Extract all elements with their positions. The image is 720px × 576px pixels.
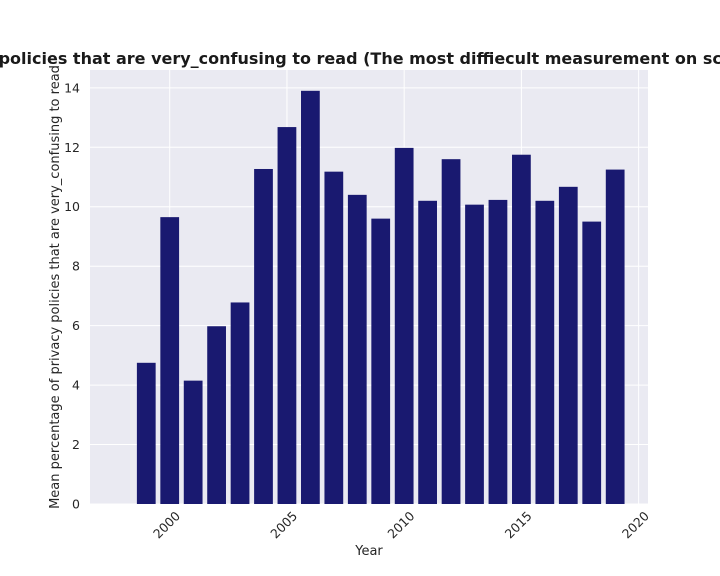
bar-2015 [512,154,531,504]
bar-2013 [465,204,484,504]
bar-2008 [347,194,367,505]
bar-2006 [301,90,320,504]
chart-title: Mean percentage of privacy policies that… [0,49,720,68]
y-tick-label: 2 [72,437,80,452]
bar-2012 [441,159,461,504]
bar-2011 [418,200,437,504]
bar-1999 [136,362,156,504]
y-tick-label: 0 [72,497,80,512]
bar-2001 [183,380,203,504]
y-tick-label: 8 [72,259,80,274]
y-tick-label: 14 [64,80,80,95]
bar-2000 [160,217,180,504]
bar-2018 [582,221,602,505]
bar-2003 [230,302,250,504]
y-axis-label: Mean percentage of privacy policies that… [48,65,63,509]
x-tick-label: 2015 [502,508,535,541]
bars [136,90,625,505]
plot-area [90,70,648,504]
y-tick-label: 4 [72,378,80,393]
x-tick-label: 2005 [267,508,300,541]
y-tick-label: 10 [64,199,80,214]
bar-2017 [558,186,578,504]
bar-2014 [488,199,508,504]
bar-2007 [324,171,344,504]
x-axis-label: Year [354,544,383,559]
bar-2016 [535,200,555,504]
x-tick-label: 2020 [619,508,652,541]
bar-2019 [605,169,625,504]
bar-2004 [254,168,273,504]
y-tick-labels: 0 2 4 6 8 10 12 14 [64,80,80,511]
y-tick-label: 12 [64,140,80,155]
y-tick-label: 6 [72,318,80,333]
x-tick-labels: 2000 2005 2010 2015 2020 [150,508,652,541]
bar-2002 [207,326,226,504]
bar-2005 [277,127,297,504]
x-tick-label: 2010 [384,508,417,541]
bar-2009 [371,218,391,505]
bar-2010 [394,147,414,504]
x-tick-label: 2000 [150,508,183,541]
